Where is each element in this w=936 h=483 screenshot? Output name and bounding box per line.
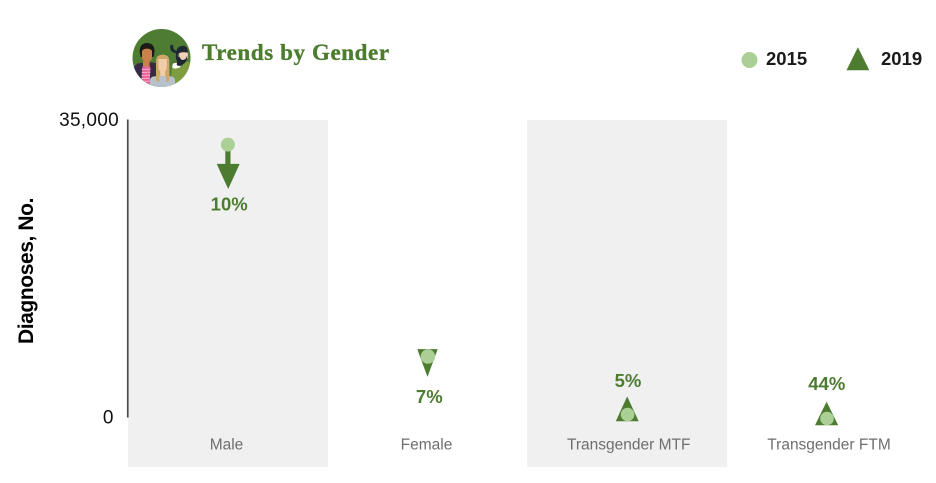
svg-text:Transgender FTM: Transgender FTM — [767, 436, 890, 453]
svg-text:35,000: 35,000 — [59, 110, 119, 131]
svg-text:7%: 7% — [416, 386, 443, 407]
svg-text:0: 0 — [103, 407, 114, 428]
svg-text:5%: 5% — [615, 370, 642, 391]
svg-text:Diagnoses, No.: Diagnoses, No. — [15, 198, 38, 344]
svg-text:2015: 2015 — [766, 48, 807, 69]
svg-text:10%: 10% — [211, 194, 248, 215]
svg-text:Transgender MTF: Transgender MTF — [567, 436, 690, 453]
svg-text:Male: Male — [210, 436, 244, 453]
svg-text:Trends by Gender: Trends by Gender — [202, 40, 390, 65]
svg-text:Female: Female — [401, 436, 453, 453]
svg-text:44%: 44% — [808, 373, 845, 394]
svg-text:2019: 2019 — [881, 48, 922, 69]
